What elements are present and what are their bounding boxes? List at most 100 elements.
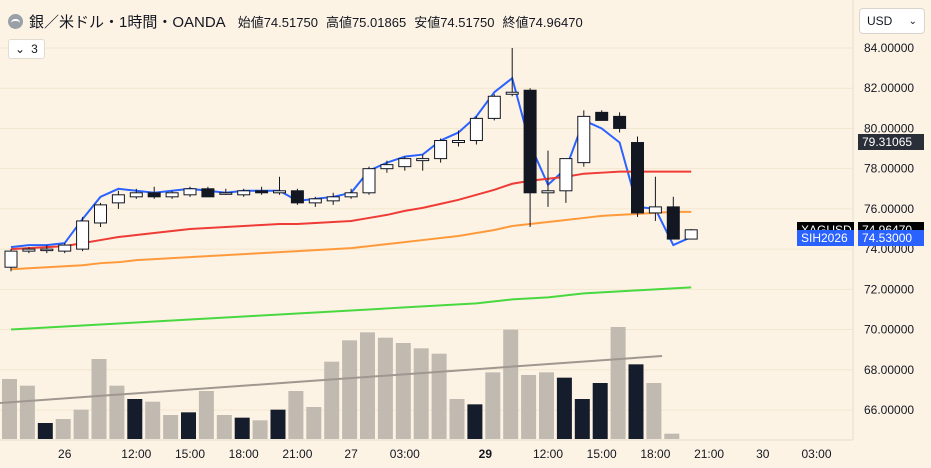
candle bbox=[362, 166, 376, 195]
candle bbox=[666, 196, 680, 240]
price-tick-label: 66.00000 bbox=[864, 403, 914, 417]
volume-bar bbox=[574, 399, 590, 439]
volume-bar bbox=[431, 353, 447, 439]
time-axis[interactable]: 26 12:00 15:00 18:00 21:00 27 03:00 29 12:00 15:0… bbox=[58, 447, 832, 461]
volume-bar bbox=[2, 379, 17, 439]
time-tick-label: 03:00 bbox=[390, 447, 420, 461]
volume-bar bbox=[664, 433, 680, 439]
sih2026-price-tag: 74.53000 bbox=[858, 230, 924, 247]
currency-value: USD bbox=[867, 14, 893, 28]
candle bbox=[684, 229, 698, 240]
candle bbox=[523, 88, 537, 227]
volume-ma-line bbox=[0, 355, 663, 404]
high-readout: 高値75.01865 bbox=[325, 15, 407, 30]
volume-bar bbox=[449, 399, 465, 439]
volume-bar bbox=[413, 348, 429, 439]
candle bbox=[290, 188, 304, 205]
candle bbox=[631, 136, 644, 217]
price-tick-label: 72.00000 bbox=[864, 282, 914, 296]
currency-select[interactable]: USD ⌄ bbox=[859, 8, 925, 34]
candle bbox=[40, 245, 54, 254]
moving-average-line bbox=[10, 286, 692, 331]
volume-bar bbox=[19, 385, 35, 439]
candle bbox=[183, 186, 197, 197]
volume-bar bbox=[521, 375, 537, 439]
indicators-collapse-button[interactable]: ⌄ 3 bbox=[8, 39, 45, 59]
volume-bar bbox=[556, 377, 572, 439]
indicator-count: 3 bbox=[31, 42, 38, 56]
volume-bar bbox=[234, 417, 250, 439]
candle bbox=[452, 130, 465, 147]
candle bbox=[380, 160, 394, 173]
candle bbox=[398, 156, 412, 171]
candle bbox=[505, 48, 519, 97]
candle bbox=[559, 158, 573, 203]
moving-average-line bbox=[10, 210, 692, 271]
candle bbox=[344, 188, 358, 199]
volume-bar bbox=[610, 327, 626, 439]
candles bbox=[4, 48, 698, 272]
volume-bar bbox=[360, 332, 375, 439]
candle bbox=[613, 112, 627, 133]
candle bbox=[541, 150, 555, 207]
price-tick-label: 68.00000 bbox=[864, 363, 914, 377]
candle bbox=[201, 186, 215, 198]
candle bbox=[469, 116, 483, 145]
price-tick-label: 80.00000 bbox=[864, 121, 914, 135]
candle bbox=[4, 249, 18, 272]
price-tick-label: 76.00000 bbox=[864, 202, 914, 216]
price-tick-label: 70.00000 bbox=[864, 323, 914, 337]
volume-bar bbox=[91, 359, 107, 439]
candle bbox=[76, 216, 90, 252]
volume-bar bbox=[252, 420, 268, 439]
time-tick-label: 29 bbox=[479, 447, 493, 461]
candle bbox=[434, 138, 448, 163]
chevron-down-icon: ⌄ bbox=[15, 42, 26, 56]
volume-bar bbox=[503, 329, 519, 439]
time-tick-label: 15:00 bbox=[587, 447, 617, 461]
volume-bar bbox=[628, 364, 644, 439]
volume-bar bbox=[270, 409, 286, 439]
symbol-title[interactable]: 銀／米ドル・1時間・OANDA bbox=[29, 14, 226, 31]
low-readout: 安値74.51750 bbox=[414, 15, 495, 30]
volume-bar bbox=[467, 404, 483, 439]
volume-bars bbox=[0, 327, 680, 439]
time-tick-label: 18:00 bbox=[229, 447, 259, 461]
time-tick-label: 27 bbox=[344, 447, 358, 461]
time-tick-label: 26 bbox=[58, 447, 72, 461]
candle bbox=[237, 188, 251, 197]
chevron-down-icon: ⌄ bbox=[908, 15, 917, 27]
candle bbox=[595, 110, 609, 121]
volume-bar bbox=[288, 391, 304, 439]
candle bbox=[308, 196, 322, 207]
candle bbox=[94, 202, 107, 227]
candle bbox=[129, 188, 143, 199]
time-tick-label: 12:00 bbox=[533, 447, 563, 461]
volume-bar bbox=[127, 399, 143, 439]
candle bbox=[147, 186, 161, 199]
candle bbox=[487, 94, 501, 121]
price-tick-label: 78.00000 bbox=[864, 162, 914, 176]
volume-bar bbox=[198, 391, 214, 439]
volume-bar bbox=[592, 383, 608, 439]
reference-price-tag: 79.31065 bbox=[858, 134, 924, 151]
candle bbox=[165, 190, 179, 199]
open-readout: 始値74.51750 bbox=[237, 15, 318, 30]
moving-average-line bbox=[10, 170, 692, 251]
sih2026-series-label: SIH2026 bbox=[797, 230, 854, 247]
volume-bar bbox=[539, 372, 554, 439]
volume-bar bbox=[306, 407, 322, 439]
time-tick-label: 21:00 bbox=[282, 447, 312, 461]
candle bbox=[273, 176, 286, 195]
close-readout: 終値74.96470 bbox=[502, 15, 583, 30]
volume-bar bbox=[109, 385, 125, 439]
volume-bar bbox=[646, 383, 662, 439]
time-tick-label: 18:00 bbox=[640, 447, 670, 461]
volume-bar bbox=[377, 337, 393, 439]
candle bbox=[255, 186, 269, 195]
volume-bar bbox=[485, 372, 501, 439]
time-tick-label: 15:00 bbox=[175, 447, 205, 461]
candle bbox=[648, 176, 662, 221]
price-tick-label: 84.00000 bbox=[864, 41, 914, 55]
